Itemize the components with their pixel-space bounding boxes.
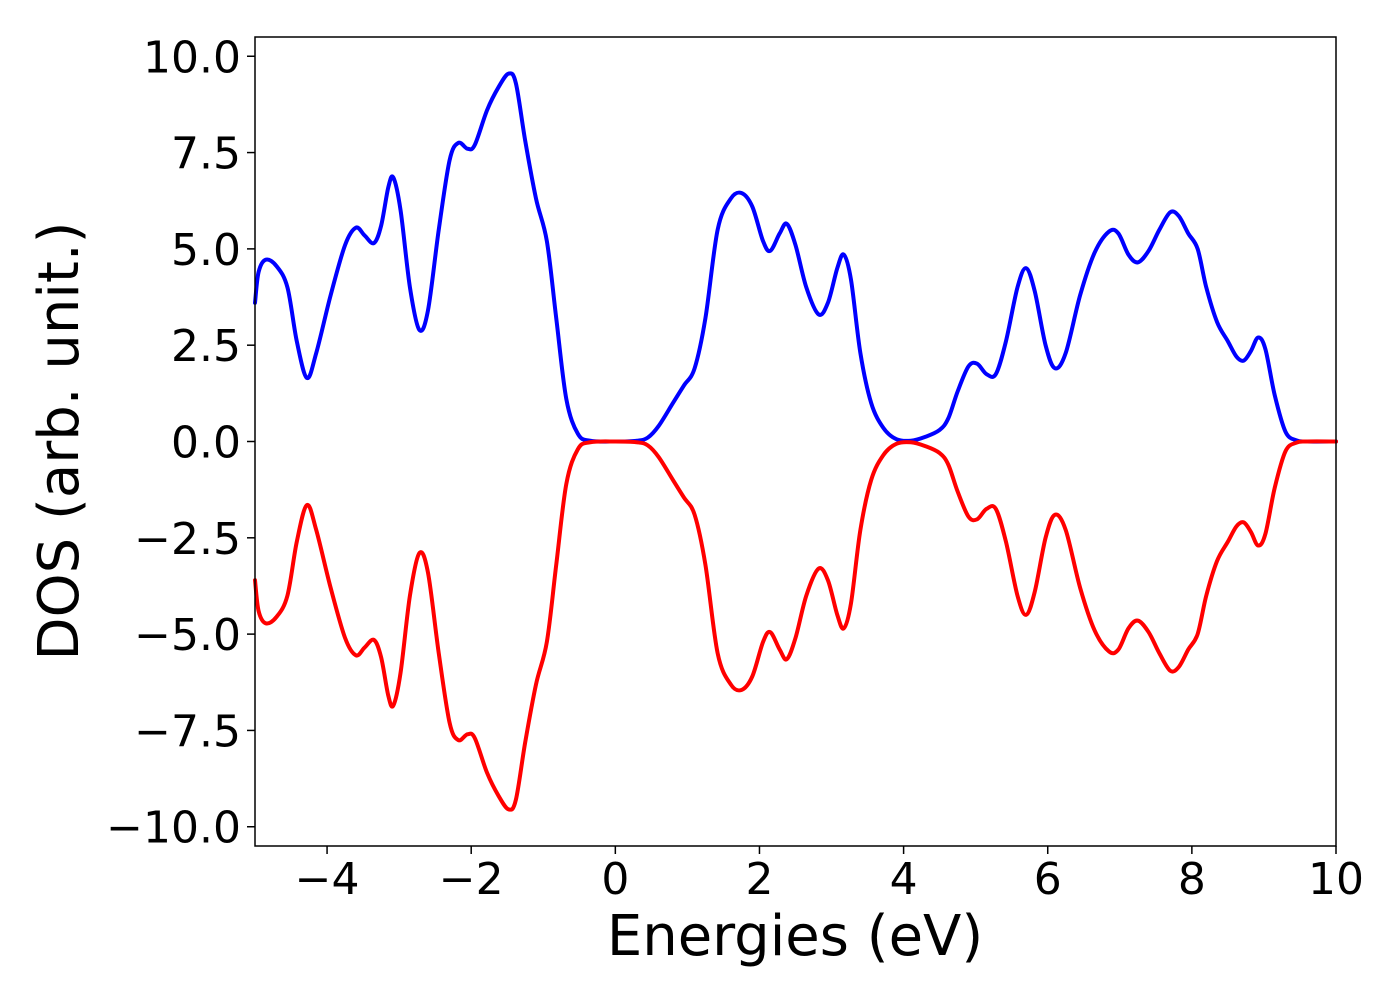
x-tick-label: 10 (1308, 854, 1364, 905)
y-tick-label: 10.0 (143, 32, 241, 83)
y-tick-label: −10.0 (106, 803, 241, 854)
y-axis-label: DOS (arb. unit.) (27, 221, 92, 660)
x-tick-label: 0 (601, 854, 629, 905)
x-tick-label: 4 (890, 854, 918, 905)
y-tick-label: 5.0 (171, 225, 241, 276)
y-tick-label: 7.5 (171, 129, 241, 180)
x-tick-label: −2 (439, 854, 504, 905)
dos-positive-line (253, 71, 1338, 444)
tick-layer: −4 −2 0 2 4 6 8 10 10.0 7.5 5.0 2.5 0.0 −2.5 −5.0 −7.5 −… (106, 32, 1364, 905)
plot-frame (254, 36, 1337, 847)
x-tick-label: −4 (295, 854, 360, 905)
y-tick-label: −5.0 (134, 610, 241, 661)
series-layer (253, 71, 1338, 812)
y-tick-label: −7.5 (134, 706, 241, 757)
x-tick-label: 2 (745, 854, 773, 905)
x-tick-label: 6 (1034, 854, 1062, 905)
x-tick-label: 8 (1178, 854, 1206, 905)
x-axis-label: Energies (eV) (607, 904, 983, 969)
y-tick-label: 2.5 (171, 321, 241, 372)
y-tick-label: −2.5 (134, 514, 241, 565)
y-tick-label: 0.0 (171, 418, 241, 469)
dos-negative-line (253, 439, 1338, 812)
